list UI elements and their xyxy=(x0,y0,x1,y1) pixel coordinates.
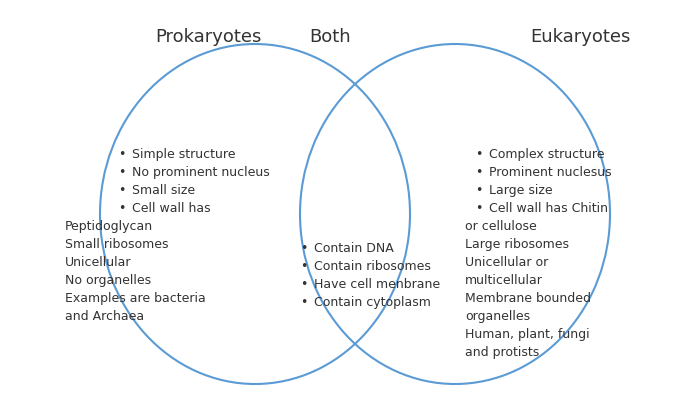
Text: •: • xyxy=(475,147,482,161)
Text: Have cell menbrane: Have cell menbrane xyxy=(314,277,440,290)
Text: Complex structure: Complex structure xyxy=(489,147,605,161)
Text: Simple structure: Simple structure xyxy=(132,147,235,161)
Text: No prominent nucleus: No prominent nucleus xyxy=(132,166,270,178)
Text: Examples are bacteria: Examples are bacteria xyxy=(65,291,206,304)
Text: •: • xyxy=(475,183,482,197)
Text: Unicellular: Unicellular xyxy=(65,255,132,268)
Text: •: • xyxy=(118,166,125,178)
Text: Large size: Large size xyxy=(489,183,552,197)
Text: Prokaryotes: Prokaryotes xyxy=(155,28,261,46)
Text: Cell wall has: Cell wall has xyxy=(132,202,211,214)
Text: Membrane bounded: Membrane bounded xyxy=(465,291,591,304)
Text: organelles: organelles xyxy=(465,309,530,322)
Text: •: • xyxy=(300,259,307,272)
Text: Small ribosomes: Small ribosomes xyxy=(65,237,169,250)
Text: Eukaryotes: Eukaryotes xyxy=(530,28,631,46)
Text: •: • xyxy=(300,242,307,254)
Text: •: • xyxy=(118,202,125,214)
Text: and Archaea: and Archaea xyxy=(65,309,144,322)
Text: Large ribosomes: Large ribosomes xyxy=(465,237,569,250)
Text: Both: Both xyxy=(309,28,351,46)
Text: Peptidoglycan: Peptidoglycan xyxy=(65,219,153,233)
Text: Unicellular or: Unicellular or xyxy=(465,255,548,268)
Text: Small size: Small size xyxy=(132,183,195,197)
Text: or cellulose: or cellulose xyxy=(465,219,537,233)
Text: and protists: and protists xyxy=(465,345,539,358)
Text: •: • xyxy=(118,147,125,161)
Text: Human, plant, fungi: Human, plant, fungi xyxy=(465,327,589,340)
Text: Contain cytoplasm: Contain cytoplasm xyxy=(314,295,431,308)
Text: Cell wall has Chitin: Cell wall has Chitin xyxy=(489,202,608,214)
Text: •: • xyxy=(118,183,125,197)
Text: Contain ribosomes: Contain ribosomes xyxy=(314,259,431,272)
Text: •: • xyxy=(475,202,482,214)
Text: No organelles: No organelles xyxy=(65,273,151,286)
Text: •: • xyxy=(300,295,307,308)
Text: •: • xyxy=(475,166,482,178)
Text: Prominent nuclesus: Prominent nuclesus xyxy=(489,166,612,178)
Text: Contain DNA: Contain DNA xyxy=(314,242,393,254)
Text: multicellular: multicellular xyxy=(465,273,543,286)
Text: •: • xyxy=(300,277,307,290)
